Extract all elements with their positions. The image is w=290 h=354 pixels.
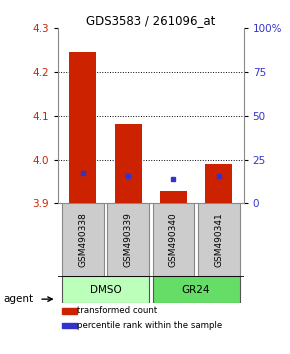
Text: GSM490339: GSM490339 — [124, 212, 133, 267]
Bar — [62, 276, 149, 303]
Text: GSM490338: GSM490338 — [78, 212, 87, 267]
Bar — [62, 322, 77, 329]
Bar — [107, 203, 149, 276]
Bar — [205, 164, 232, 203]
Text: transformed count: transformed count — [77, 306, 157, 315]
Text: DMSO: DMSO — [90, 285, 122, 295]
Text: agent: agent — [3, 294, 33, 304]
Bar — [115, 124, 142, 203]
Text: GSM490340: GSM490340 — [169, 212, 178, 267]
Bar — [62, 308, 77, 314]
Bar — [198, 203, 240, 276]
Bar — [69, 52, 97, 203]
Bar — [160, 191, 187, 203]
Bar — [153, 276, 240, 303]
Text: GR24: GR24 — [182, 285, 210, 295]
Bar — [62, 203, 104, 276]
Title: GDS3583 / 261096_at: GDS3583 / 261096_at — [86, 14, 215, 27]
Text: percentile rank within the sample: percentile rank within the sample — [77, 321, 222, 330]
Text: GSM490341: GSM490341 — [214, 212, 223, 267]
Bar — [153, 203, 194, 276]
